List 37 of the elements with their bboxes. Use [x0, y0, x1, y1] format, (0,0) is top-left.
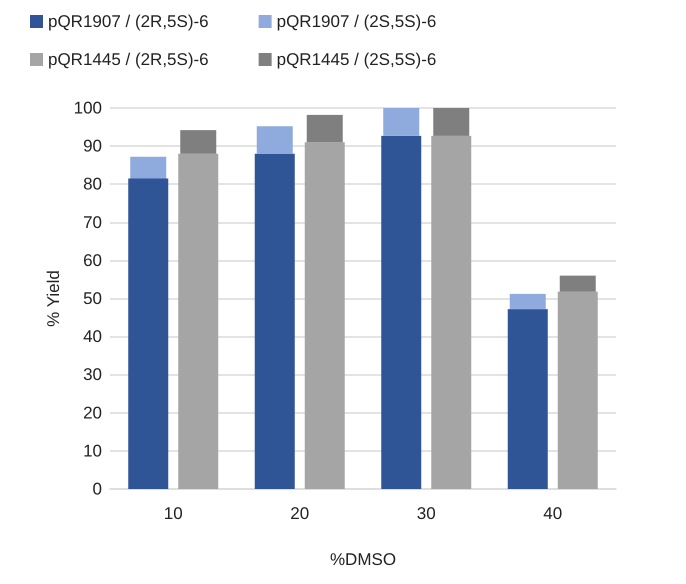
x-axis-title: %DMSO: [330, 550, 396, 569]
bar: [180, 130, 216, 154]
y-tick-label: 0: [92, 480, 102, 498]
bar: [508, 309, 548, 489]
y-tick-label: 50: [83, 289, 102, 308]
bar: [304, 142, 345, 489]
y-tick-label: 70: [83, 212, 102, 232]
legend-label: pQR1445 / (2S,5S)-6: [276, 50, 436, 69]
legend-label: pQR1907 / (2R,5S)-6: [48, 12, 209, 31]
y-tick-label: 20: [83, 403, 102, 422]
y-tick-label: 30: [83, 365, 102, 384]
y-axis-title: % Yield: [44, 270, 63, 327]
bar: [383, 108, 420, 136]
legend-label: pQR1907 / (2S,5S)-6: [276, 12, 436, 31]
y-tick-label: 10: [83, 441, 102, 460]
y-tick-label: 60: [83, 250, 102, 270]
bar: [560, 276, 596, 292]
bar: [130, 156, 166, 178]
y-tick-label: 90: [83, 136, 102, 156]
x-tick-label: 40: [543, 504, 562, 523]
bar: [431, 136, 472, 489]
y-tick-label: 100: [74, 98, 102, 118]
bar: [306, 114, 343, 142]
bar: [381, 136, 422, 489]
bar: [128, 178, 168, 489]
bar: [510, 294, 546, 310]
bar: [558, 292, 598, 489]
bar: [254, 154, 295, 489]
legend-label: pQR1445 / (2R,5S)-6: [48, 50, 209, 69]
x-tick-label: 10: [164, 504, 183, 523]
x-tick-label: 30: [416, 504, 436, 523]
bar: [433, 108, 470, 136]
x-tick-label: 20: [290, 504, 310, 523]
bar: [256, 126, 293, 154]
bar: [178, 154, 218, 489]
y-tick-label: 40: [83, 327, 102, 346]
y-tick-label: 80: [83, 174, 102, 194]
